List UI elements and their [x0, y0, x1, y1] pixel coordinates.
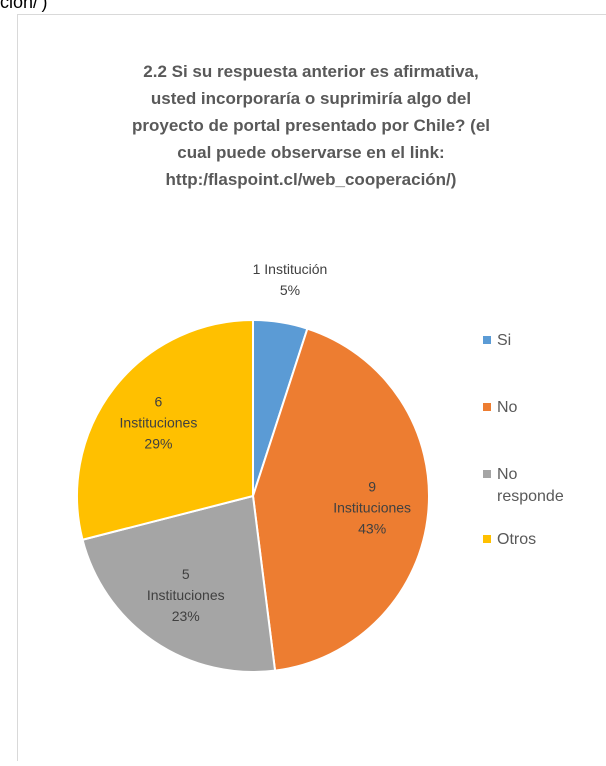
data-label: 5%	[280, 282, 300, 298]
chart-title: cual puede observarse en el link:	[177, 143, 444, 162]
data-label: 5	[182, 566, 190, 582]
chart-title: proyecto de portal presentado por Chile?…	[132, 116, 490, 135]
data-label: 9	[368, 478, 376, 494]
data-label: 6	[155, 394, 163, 410]
legend-label: responde	[497, 488, 564, 505]
data-label: 1 Institución	[253, 261, 328, 277]
data-label: 23%	[172, 608, 200, 624]
chart-title: 2.2 Si su respuesta anterior es afirmati…	[143, 62, 478, 81]
page-text-fragment: ción/')	[0, 0, 47, 12]
chart-title: usted incorporaría o suprimiría algo del	[151, 89, 471, 108]
data-label: Instituciones	[333, 499, 411, 515]
legend-marker	[483, 535, 491, 543]
legend-marker	[483, 403, 491, 411]
legend-label: Si	[497, 332, 511, 349]
legend-label: No	[497, 399, 518, 416]
legend-marker	[483, 336, 491, 344]
data-label: Instituciones	[120, 415, 198, 431]
data-label: Instituciones	[147, 587, 225, 603]
data-label: 43%	[358, 520, 386, 536]
data-label: 29%	[144, 436, 172, 452]
chart-title: http:/flaspoint.cl/web_cooperación/)	[166, 170, 457, 189]
legend-label: No	[497, 466, 518, 483]
legend-marker	[483, 470, 491, 478]
legend-label: Otros	[497, 531, 536, 548]
